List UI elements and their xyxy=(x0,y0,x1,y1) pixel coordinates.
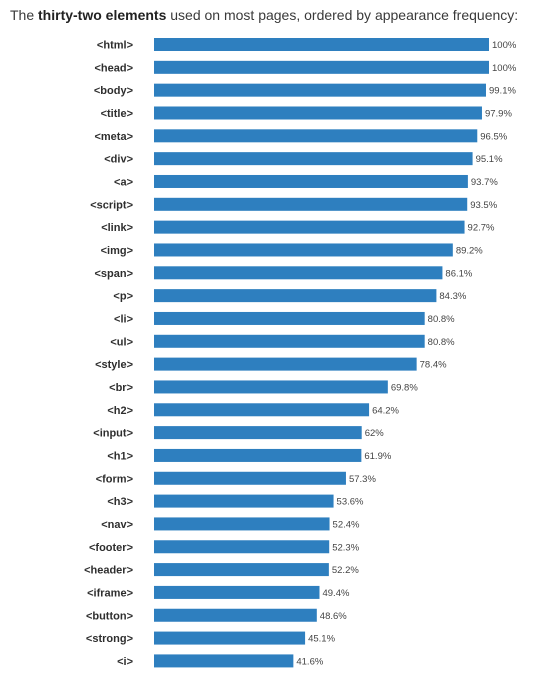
bar xyxy=(154,654,294,668)
bar xyxy=(154,631,306,645)
value-label: 93.7% xyxy=(471,177,498,188)
caption-bold: thirty-two elements xyxy=(38,7,167,23)
category-label: <header> xyxy=(84,565,133,577)
category-label: <html> xyxy=(97,40,133,52)
category-label: <title> xyxy=(101,108,133,120)
category-label: <button> xyxy=(86,610,133,622)
value-label: 84.3% xyxy=(439,291,466,302)
bar xyxy=(154,106,482,120)
bar xyxy=(154,83,486,97)
value-label: 99.1% xyxy=(489,86,516,97)
value-label: 80.8% xyxy=(428,337,455,348)
bar xyxy=(154,197,468,211)
value-label: 57.3% xyxy=(349,474,376,485)
category-label: <ul> xyxy=(110,336,133,348)
category-label: <iframe> xyxy=(87,587,133,599)
bar xyxy=(154,494,334,508)
value-label: 48.6% xyxy=(320,611,347,622)
category-label: <div> xyxy=(104,154,133,166)
value-label: 95.1% xyxy=(476,154,503,165)
value-label: 52.3% xyxy=(332,542,359,553)
bar xyxy=(154,403,370,417)
bar xyxy=(154,311,425,325)
value-label: 92.7% xyxy=(468,223,495,234)
bar xyxy=(154,448,362,462)
category-label: <i> xyxy=(117,656,133,668)
value-label: 80.8% xyxy=(428,314,455,325)
value-label: 93.5% xyxy=(470,200,497,211)
value-label: 100% xyxy=(492,40,517,51)
value-label: 52.4% xyxy=(333,519,360,530)
bar xyxy=(154,38,489,51)
category-label: <img> xyxy=(101,245,133,257)
value-label: 49.4% xyxy=(322,588,349,599)
bar xyxy=(154,563,329,577)
category-label: <br> xyxy=(109,382,133,394)
value-label: 61.9% xyxy=(364,451,391,462)
bar xyxy=(154,289,437,303)
caption-suffix: used on most pages, ordered by appearanc… xyxy=(166,7,519,23)
category-label: <h1> xyxy=(107,450,133,462)
bar xyxy=(154,517,330,531)
category-label: <style> xyxy=(95,359,133,371)
bar xyxy=(154,174,468,188)
caption-prefix: The xyxy=(10,7,39,23)
category-label: <link> xyxy=(101,222,133,234)
category-label: <h2> xyxy=(107,405,133,417)
bar xyxy=(154,334,425,348)
value-label: 96.5% xyxy=(480,131,507,142)
value-label: 53.6% xyxy=(337,497,364,508)
value-label: 86.1% xyxy=(445,268,472,279)
bar xyxy=(154,471,346,485)
category-label: <a> xyxy=(114,176,133,188)
bar xyxy=(154,608,317,622)
bar xyxy=(154,380,388,394)
value-label: 78.4% xyxy=(420,360,447,371)
bar xyxy=(154,266,443,280)
category-label: <body> xyxy=(94,85,133,97)
category-label: <li> xyxy=(114,313,133,325)
bar xyxy=(154,129,478,143)
bar xyxy=(154,357,417,371)
value-label: 41.6% xyxy=(296,656,323,667)
value-label: 69.8% xyxy=(391,382,418,393)
category-label: <p> xyxy=(113,291,133,303)
bar xyxy=(154,243,453,257)
category-label: <nav> xyxy=(101,519,133,531)
bar xyxy=(154,220,465,234)
value-label: 89.2% xyxy=(456,245,483,256)
value-label: 97.9% xyxy=(485,108,512,119)
category-label: <span> xyxy=(94,268,133,280)
value-label: 100% xyxy=(492,63,517,74)
category-label: <h3> xyxy=(107,496,133,508)
value-label: 64.2% xyxy=(372,405,399,416)
bar xyxy=(154,152,473,166)
value-label: 52.2% xyxy=(332,565,359,576)
bar xyxy=(154,60,489,74)
bar xyxy=(154,426,362,440)
category-label: <meta> xyxy=(94,131,133,143)
category-label: <head> xyxy=(94,62,133,74)
category-label: <form> xyxy=(96,473,133,485)
value-label: 45.1% xyxy=(308,634,335,645)
category-label: <footer> xyxy=(89,542,133,554)
bar xyxy=(154,585,320,599)
chart-caption: The thirty-two elements used on most pag… xyxy=(10,6,550,24)
bar xyxy=(154,540,330,554)
category-label: <strong> xyxy=(86,633,133,645)
category-label: <input> xyxy=(93,428,133,440)
value-label: 62% xyxy=(365,428,385,439)
category-label: <script> xyxy=(90,199,133,211)
